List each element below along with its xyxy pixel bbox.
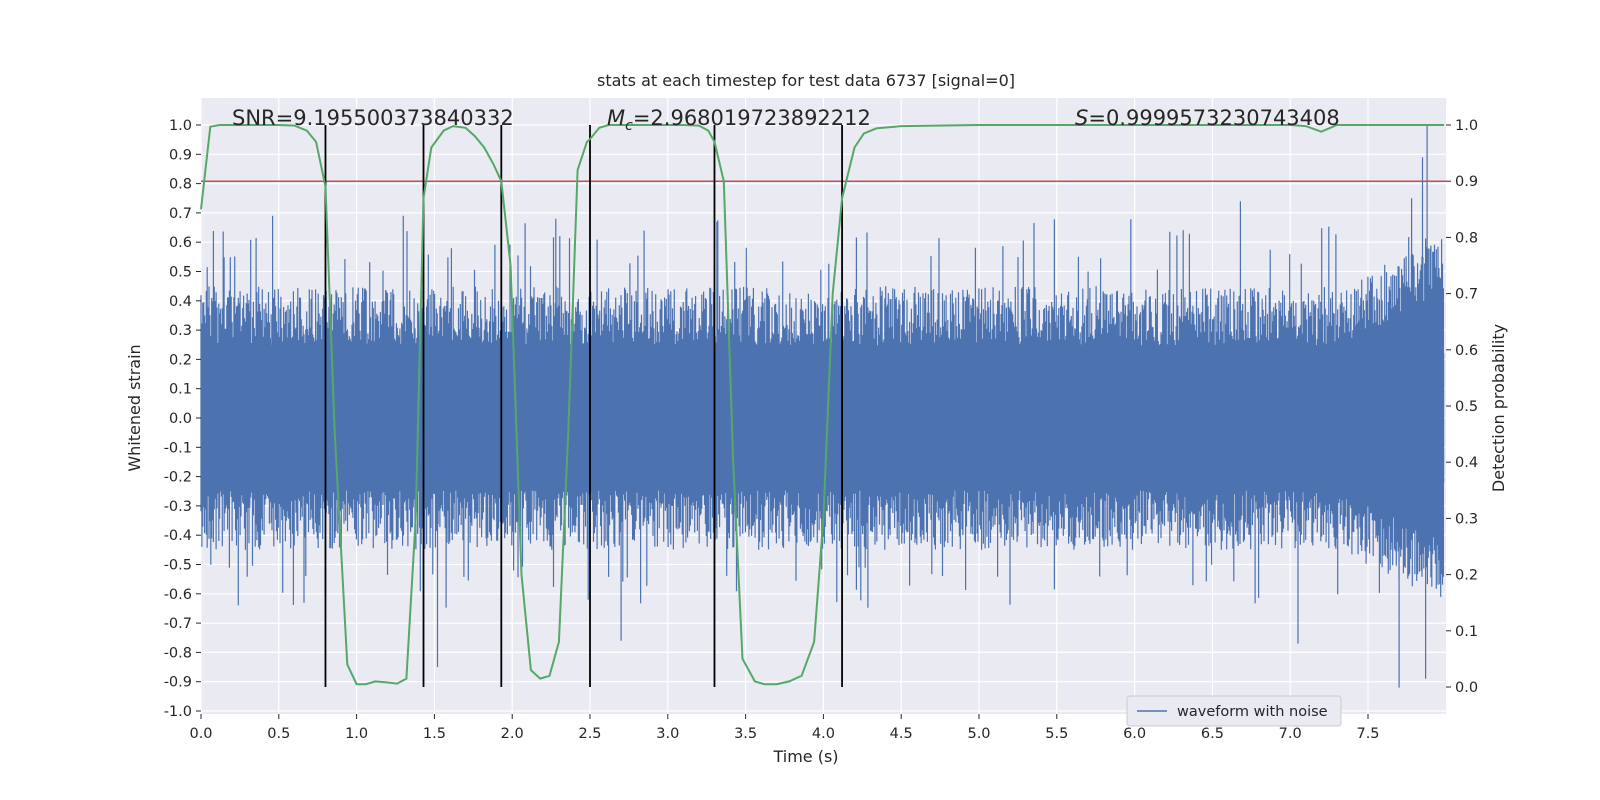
chart-title: stats at each timestep for test data 673… [597,71,1015,90]
x-tick-label: 1.5 [423,726,446,742]
chirp-mass-subscript: c [625,118,633,134]
s-annotation: S=0.9999573230743408 [1075,106,1340,130]
x-axis-label: Time (s) [772,747,838,766]
snr-annotation: SNR=9.195500373840332 [232,106,514,130]
legend: waveform with noise [1126,695,1342,727]
y-tick-label: -0.6 [164,587,192,603]
y-right-tick-label: 0.0 [1455,680,1478,696]
y-tick-label: 0.3 [169,323,192,339]
x-tick-label: 6.0 [1123,726,1146,742]
chirp-mass-value: =2.968019723892212 [633,106,871,130]
y-tick-label: -0.9 [164,675,192,691]
y-right-tick-label: 0.2 [1455,568,1478,584]
x-tick-label: 4.5 [890,726,913,742]
y-tick-label: 1.0 [169,118,192,134]
y-right-tick-label: 1.0 [1455,118,1478,134]
y-tick-label: -0.3 [164,499,192,515]
waveform-core [201,353,1445,483]
x-tick-label: 5.5 [1045,726,1068,742]
y-tick-label: 0.2 [169,352,192,368]
y-tick-label: -0.7 [164,616,192,632]
legend-box [1126,695,1342,727]
legend-label-waveform: waveform with noise [1177,704,1328,720]
y-tick-label: 0.0 [169,411,192,427]
x-tick-label: 5.0 [967,726,990,742]
y-right-tick-label: 0.6 [1455,343,1478,359]
y-axis-left: 1.0 0.9 0.8 0.7 0.6 0.5 0.4 0.3 0.2 0.1 0.0 -0.1 -0.… [164,118,201,720]
y-right-tick-label: 0.7 [1455,287,1478,303]
x-tick-label: 3.0 [656,726,679,742]
y-tick-label: 0.7 [169,206,192,222]
y-axis-right-label: Detection probability [1489,324,1508,492]
x-tick-label: 7.5 [1356,726,1379,742]
x-tick-label: 3.5 [734,726,757,742]
y-tick-label: -0.1 [164,440,192,456]
s-symbol: S [1075,106,1088,130]
waveform-series [200,125,1445,688]
y-tick-label: 0.5 [169,265,192,281]
y-tick-label: -0.5 [164,558,192,574]
y-tick-label: -0.8 [164,645,192,661]
y-tick-label: -0.4 [164,528,192,544]
y-right-tick-label: 0.8 [1455,230,1478,246]
x-tick-label: 4.0 [812,726,835,742]
y-right-tick-label: 0.1 [1455,624,1478,640]
x-tick-label: 1.0 [345,726,368,742]
probability-series [200,124,1445,686]
chirp-mass-annotation: Mc=2.968019723892212 [607,106,871,134]
y-tick-label: 0.1 [169,382,192,398]
x-tick-label: 0.5 [267,726,290,742]
chirp-mass-symbol: M [607,106,625,130]
y-right-tick-label: 0.4 [1455,455,1478,471]
x-tick-label: 6.5 [1201,726,1224,742]
y-right-tick-label: 0.5 [1455,399,1478,415]
x-tick-label: 2.5 [578,726,601,742]
s-value: =0.9999573230743408 [1088,106,1339,130]
y-right-tick-label: 0.9 [1455,174,1478,190]
y-tick-label: 0.6 [169,235,192,251]
y-tick-label: 0.8 [169,177,192,193]
y-tick-label: 0.9 [169,147,192,163]
y-tick-label: -1.0 [164,704,192,720]
x-tick-label: 0.0 [189,726,212,742]
x-tick-label: 2.0 [501,726,524,742]
y-axis-label: Whitened strain [125,344,144,471]
boundaries [324,125,843,687]
y-tick-label: 0.4 [169,294,192,310]
y-tick-label: -0.2 [164,470,192,486]
probability-line [200,124,1445,686]
x-tick-label: 7.0 [1279,726,1302,742]
y-axis-right: 1.0 0.9 0.8 0.7 0.6 0.5 0.4 0.3 0.2 0.1 0.0 [1446,118,1478,696]
y-right-tick-label: 0.3 [1455,511,1478,527]
